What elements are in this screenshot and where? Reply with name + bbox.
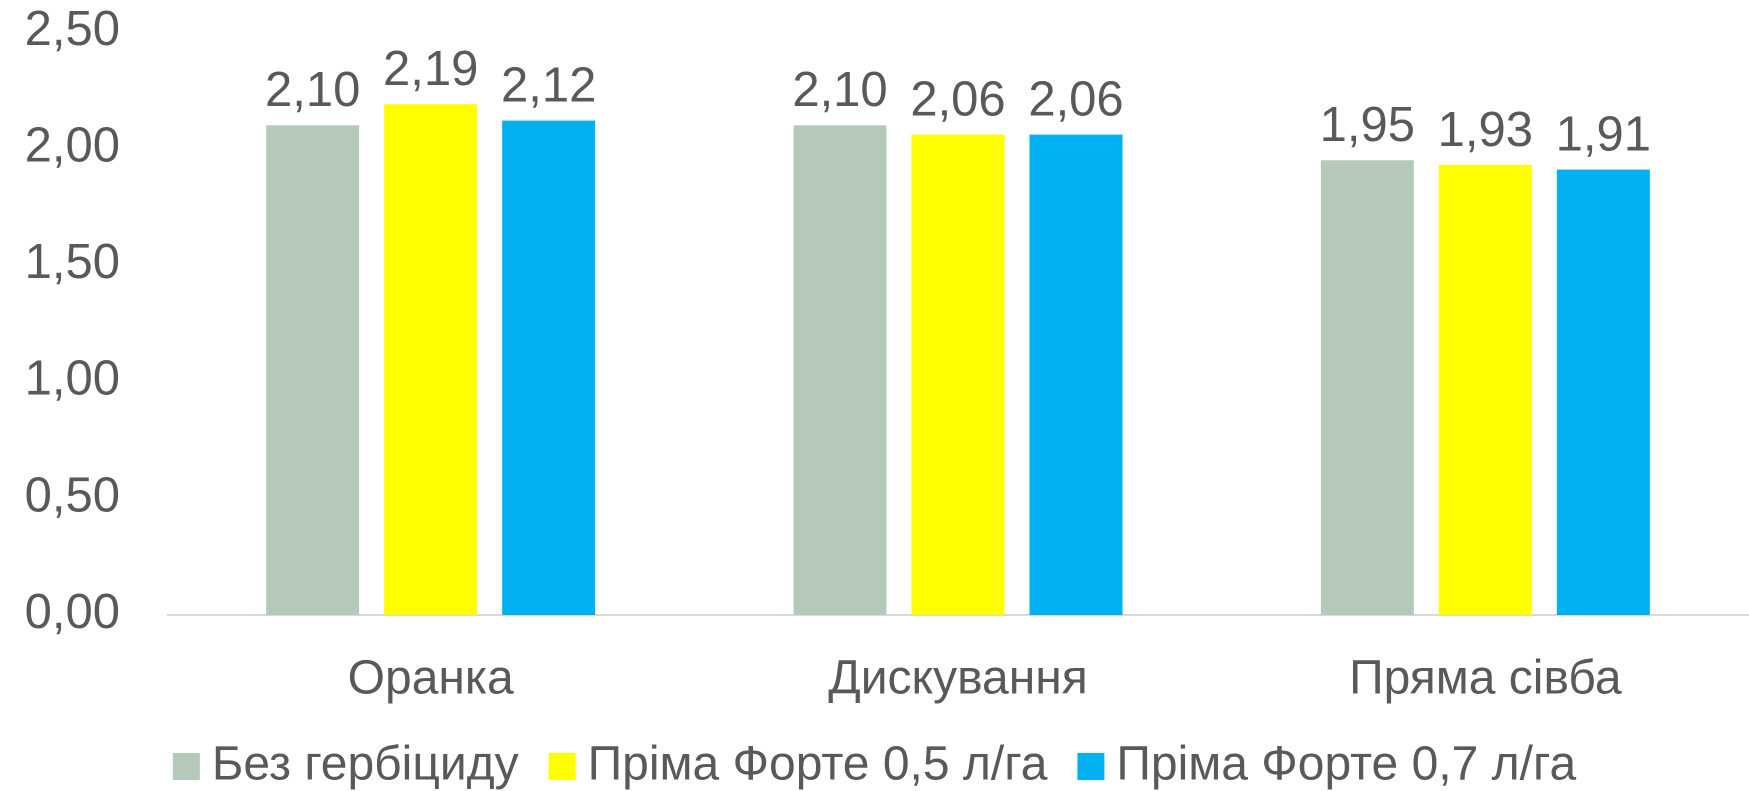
bar: [911, 134, 1005, 615]
y-tick-label: 2,50: [25, 2, 120, 56]
bar: [1556, 169, 1650, 615]
legend-swatch: [548, 753, 576, 780]
value-label: 2,10: [792, 63, 887, 117]
bar: [266, 125, 360, 615]
bar: [502, 120, 596, 615]
value-label: 1,93: [1438, 103, 1533, 157]
legend-swatch: [172, 753, 200, 780]
y-tick-label: 0,00: [25, 585, 120, 639]
value-label: 1,95: [1320, 98, 1415, 152]
bar: [1438, 164, 1532, 615]
bar: [793, 125, 887, 615]
value-label: 2,10: [265, 63, 360, 117]
bar: [384, 104, 478, 616]
value-label: 2,19: [383, 42, 478, 96]
y-tick-label: 0,50: [25, 468, 120, 522]
bar: [1320, 160, 1414, 615]
value-label: 2,12: [501, 59, 596, 113]
y-tick-label: 1,00: [25, 352, 120, 406]
y-tick-label: 1,50: [25, 235, 120, 289]
value-label: 1,91: [1556, 108, 1651, 162]
bar: [1029, 134, 1123, 615]
y-tick-label: 2,00: [25, 119, 120, 173]
x-tick-label: Дискування: [828, 652, 1088, 705]
value-label: 2,06: [1028, 73, 1123, 127]
value-label: 2,06: [910, 73, 1005, 127]
x-tick-label: Оранка: [348, 652, 514, 705]
x-tick-label: Пряма сівба: [1349, 652, 1622, 705]
legend-swatch: [1077, 753, 1105, 780]
legend-label: Пріма Форте 0,7 л/га: [1116, 738, 1576, 791]
legend-label: Без гербіциду: [212, 738, 519, 791]
legend-label: Пріма Форте 0,5 л/га: [588, 738, 1048, 791]
